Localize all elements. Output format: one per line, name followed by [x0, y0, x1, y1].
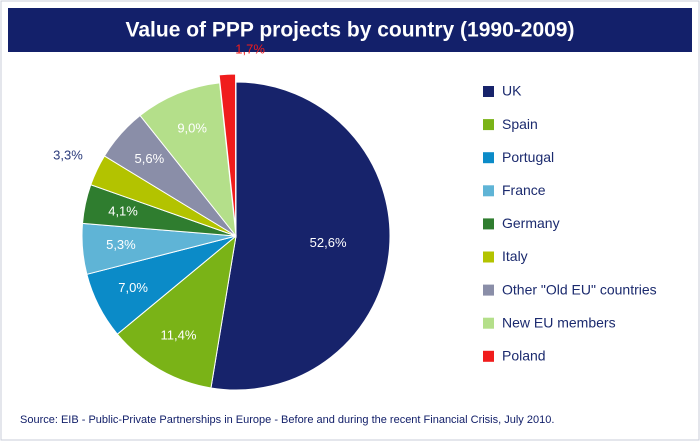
legend-label: New EU members	[502, 314, 616, 330]
pie-slice	[139, 82, 237, 238]
data-label: 7,0%	[118, 280, 148, 295]
data-label: 11,4%	[161, 328, 197, 343]
data-label: 5,6%	[135, 151, 165, 166]
legend-swatch	[483, 251, 494, 263]
legend-label: Portugal	[502, 149, 554, 165]
legend-label: Italy	[502, 248, 528, 264]
pie-slice	[210, 81, 391, 391]
legend-swatch	[483, 152, 494, 164]
legend-swatch	[483, 119, 494, 131]
legend-swatch	[483, 218, 494, 230]
legend-label: Spain	[502, 116, 538, 132]
legend-label: Other "Old EU" countries	[502, 281, 657, 297]
data-label: 52,6%	[310, 235, 347, 250]
legend-swatch	[483, 284, 494, 296]
legend-label: Poland	[502, 348, 546, 364]
legend-label: UK	[502, 83, 522, 99]
data-label: 9,0%	[177, 121, 207, 136]
chart-title: Value of PPP projects by country (1990-2…	[126, 19, 575, 42]
data-label: 4,1%	[108, 203, 138, 218]
pie-slice	[116, 234, 237, 389]
pie-slice	[218, 73, 237, 229]
legend-swatch	[483, 317, 494, 329]
legend-label: France	[502, 182, 546, 198]
legend-swatch	[483, 185, 494, 197]
legend-swatch	[483, 86, 494, 97]
legend-swatch	[483, 350, 494, 362]
data-label: 3,3%	[53, 148, 83, 163]
data-label: 1,7%	[235, 42, 265, 57]
source: Source: EIB - Public-Private Partnership…	[20, 414, 554, 426]
data-label: 5,3%	[106, 237, 136, 252]
legend-label: Germany	[502, 215, 560, 231]
title-bar	[8, 8, 692, 52]
